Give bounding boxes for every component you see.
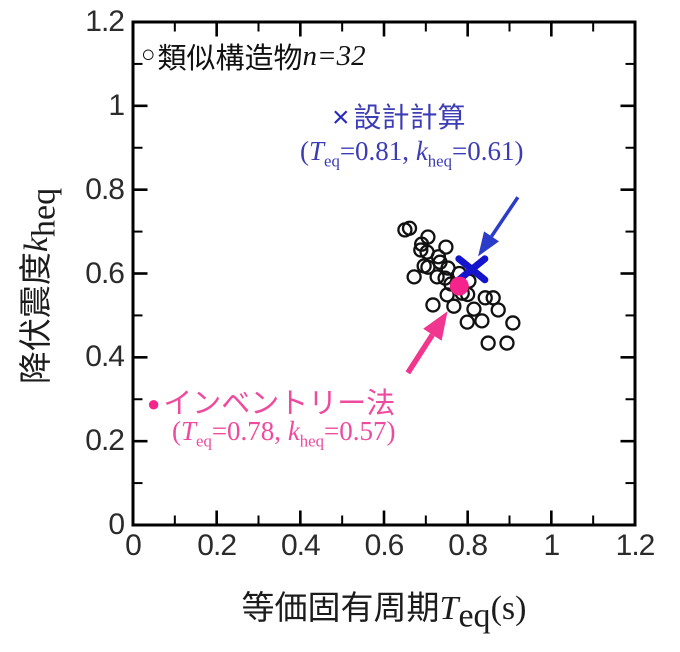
sub-heq: heq (427, 151, 452, 171)
legend-count: n=32 (302, 39, 366, 72)
value-Teq: =0.81, (339, 136, 416, 166)
y-tick-label: 0.6 (85, 256, 125, 290)
x-tick-label: 0 (125, 529, 142, 562)
var-T: T (181, 416, 197, 446)
sub-heq: heq (299, 431, 324, 451)
x-axis-label-jp: 等価固有周期 (241, 589, 440, 626)
scatter-point (480, 335, 496, 351)
design-arrow-head (478, 231, 499, 257)
design-annotation-title: × 設計計算 (332, 96, 466, 136)
x-marker-icon: × (332, 101, 350, 134)
x-tick-label: 1 (543, 529, 560, 562)
scatter-point (477, 290, 493, 306)
x-axis-label: 等価固有周期Teq(s) (133, 581, 635, 633)
scatter-point (505, 315, 521, 331)
inventory-annotation-title: ● インベントリー法 (147, 380, 395, 422)
legend: ○ 類似構造物 n=32 (141, 35, 366, 77)
legend-label: 類似構造物 (157, 43, 303, 75)
y-axis-var: k (18, 237, 55, 253)
scatter-point (439, 287, 455, 303)
y-tick-label: 0 (108, 508, 125, 541)
open-circle-icon: ○ (141, 41, 156, 68)
inventory-annotation-values: (Teq=0.78, kheq=0.57) (172, 416, 396, 451)
plot-frame (131, 20, 637, 527)
x-tick-label: 0.4 (280, 529, 321, 562)
paren: ( (300, 136, 309, 166)
sub-eq: eq (324, 151, 340, 171)
y-tick-label: 0.2 (85, 424, 125, 458)
x-tick-label: 1.2 (615, 529, 656, 562)
y-tick-label: 0.8 (85, 172, 125, 206)
y-axis-label: 降伏震度kheq (9, 163, 63, 409)
sub-eq: eq (196, 431, 212, 451)
scatter-point (499, 335, 515, 351)
var-k: k (287, 416, 300, 446)
x-axis-unit: (s) (490, 590, 527, 627)
y-tick-label: 0.4 (85, 340, 125, 374)
x-tick-label: 0.6 (364, 529, 405, 562)
y-tick-label: 1.2 (85, 5, 125, 38)
var-k: k (415, 136, 428, 166)
inventory-arrow-head (423, 311, 448, 341)
var-T: T (309, 136, 325, 166)
scatter-point (406, 269, 422, 285)
scatter-point (466, 301, 482, 317)
paren: ( (172, 416, 181, 446)
y-tick-label: 1 (108, 88, 125, 122)
design-arrow-shaft (490, 196, 520, 238)
inventory-annotation-text: インベントリー法 (163, 388, 396, 420)
x-tick-label: 0.8 (448, 529, 488, 562)
design-annotation-text: 設計計算 (353, 102, 466, 133)
scatter-point (438, 239, 454, 255)
scatter-point (420, 259, 436, 275)
scatter-point (490, 302, 506, 318)
value-Teq: =0.78, (211, 416, 288, 446)
value-kheq: =0.57) (323, 416, 396, 446)
inventory-dot-marker (449, 276, 469, 296)
y-axis-sub: heq (25, 187, 63, 237)
scatter-point (459, 314, 475, 330)
x-tick-label: 0.2 (197, 529, 237, 562)
scatter-point (413, 242, 429, 258)
scatter-point (446, 298, 462, 314)
design-x-marker (455, 255, 489, 284)
x-axis-sub: eq (458, 597, 491, 635)
y-axis-label-jp: 降伏震度 (17, 252, 54, 385)
value-kheq: =0.61) (451, 136, 524, 166)
x-axis-var: T (439, 590, 459, 627)
scatter-point (429, 269, 445, 285)
inventory-arrow-shaft (405, 333, 435, 375)
scatter-point (474, 313, 490, 329)
design-annotation-values: (Teq=0.81, kheq=0.61) (300, 136, 524, 171)
scatter-point (401, 220, 418, 236)
filled-circle-icon: ● (147, 391, 161, 416)
scatter-point (425, 297, 441, 313)
